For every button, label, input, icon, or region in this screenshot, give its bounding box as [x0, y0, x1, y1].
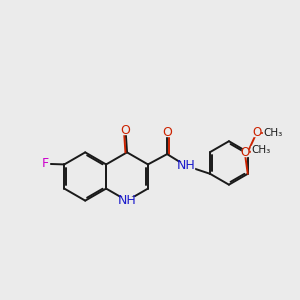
Text: O: O	[252, 127, 261, 140]
Bar	[43, 160, 49, 167]
Text: O: O	[121, 124, 130, 137]
Bar	[263, 129, 282, 137]
Text: F: F	[42, 157, 49, 170]
Bar	[242, 149, 248, 156]
Bar	[120, 197, 134, 205]
Bar	[163, 128, 171, 136]
Bar	[253, 129, 260, 137]
Text: CH₃: CH₃	[251, 145, 271, 155]
Text: NH: NH	[118, 194, 136, 207]
Text: O: O	[162, 125, 172, 139]
Bar	[122, 126, 130, 134]
Text: CH₃: CH₃	[263, 128, 282, 138]
Text: NH: NH	[177, 159, 196, 172]
Bar	[251, 146, 271, 154]
Text: O: O	[240, 146, 249, 159]
Bar	[179, 162, 194, 170]
